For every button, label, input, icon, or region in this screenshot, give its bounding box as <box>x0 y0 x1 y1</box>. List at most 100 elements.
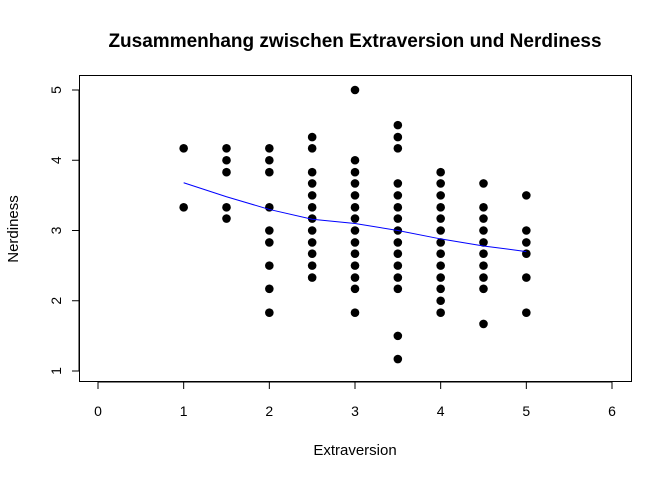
data-point <box>307 144 317 153</box>
data-point <box>265 167 274 177</box>
data-point <box>436 273 445 282</box>
data-point <box>350 203 360 212</box>
data-point <box>436 308 445 317</box>
x-tick-label: 0 <box>94 403 102 419</box>
x-tick-label: 4 <box>437 403 445 419</box>
data-point <box>436 249 445 258</box>
data-point <box>479 226 488 235</box>
data-point <box>522 226 531 235</box>
data-point <box>522 249 531 258</box>
data-point <box>522 308 531 317</box>
data-point <box>350 155 360 165</box>
data-point <box>393 249 403 258</box>
data-point <box>307 273 317 282</box>
data-point <box>350 85 360 95</box>
data-point <box>350 214 360 223</box>
data-point <box>436 167 445 177</box>
data-point <box>222 214 231 223</box>
lowess-line-group <box>183 182 527 253</box>
y-axis-label: Nerdiness <box>5 195 22 263</box>
data-point <box>393 214 403 223</box>
data-points <box>179 85 531 364</box>
data-point <box>436 214 445 223</box>
data-point <box>393 261 403 270</box>
data-point <box>307 226 317 235</box>
data-point <box>436 284 445 294</box>
data-point <box>350 261 360 270</box>
data-point <box>222 167 231 177</box>
data-point <box>350 308 360 317</box>
data-point <box>265 144 274 153</box>
data-point <box>222 203 231 212</box>
data-point <box>265 226 274 235</box>
data-point <box>479 249 488 258</box>
x-tick-label: 1 <box>180 403 188 419</box>
y-axis: 1 2 3 4 5 <box>48 86 80 375</box>
data-point <box>436 238 445 247</box>
data-point <box>436 191 445 200</box>
data-point <box>393 191 403 200</box>
chart-title: Zusammenhang zwischen Extraversion und N… <box>108 31 601 52</box>
data-point <box>307 132 317 142</box>
data-point <box>307 238 317 247</box>
data-point <box>307 191 317 200</box>
data-point <box>350 238 360 247</box>
y-tick-label: 2 <box>48 297 64 305</box>
data-point <box>307 214 317 223</box>
data-point <box>479 261 488 270</box>
data-point <box>436 179 445 188</box>
data-point <box>393 120 403 130</box>
data-point <box>522 273 531 282</box>
data-point <box>350 226 360 235</box>
data-point <box>479 214 488 223</box>
data-point <box>350 284 360 294</box>
data-point <box>393 284 403 294</box>
data-point <box>265 238 274 247</box>
data-point <box>522 191 531 200</box>
lowess-line <box>183 182 527 253</box>
data-point <box>307 167 317 177</box>
data-point <box>436 226 445 235</box>
x-tick-label: 5 <box>522 403 530 419</box>
y-tick-label: 4 <box>48 156 64 164</box>
data-point <box>436 203 445 212</box>
data-point <box>307 249 317 258</box>
data-point <box>479 273 488 282</box>
data-point <box>393 132 403 142</box>
x-axis-label: Extraversion <box>313 442 396 459</box>
data-point <box>393 354 403 364</box>
data-point <box>479 203 488 212</box>
x-tick-label: 2 <box>265 403 273 419</box>
data-point <box>393 144 403 153</box>
data-point <box>307 203 317 212</box>
data-point <box>436 296 445 306</box>
data-point <box>350 167 360 177</box>
data-point <box>436 261 445 270</box>
data-point <box>393 331 403 341</box>
data-point <box>393 238 403 247</box>
data-point <box>393 203 403 212</box>
data-point <box>307 179 317 188</box>
data-point <box>479 179 488 188</box>
data-point <box>393 273 403 282</box>
x-tick-label: 6 <box>608 403 616 419</box>
y-tick-label: 5 <box>48 86 64 94</box>
data-point <box>179 203 188 212</box>
y-tick-label: 1 <box>48 367 64 375</box>
data-point <box>222 144 231 153</box>
data-point <box>479 284 488 294</box>
data-point <box>393 179 403 188</box>
data-point <box>350 179 360 188</box>
data-point <box>522 238 531 247</box>
data-point <box>307 261 317 270</box>
data-point <box>265 261 274 270</box>
data-point <box>350 273 360 282</box>
data-point <box>479 238 488 247</box>
x-tick-label: 3 <box>351 403 359 419</box>
data-point <box>350 191 360 200</box>
data-point <box>265 284 274 294</box>
data-point <box>222 155 231 165</box>
data-point <box>265 308 274 317</box>
data-point <box>179 144 188 153</box>
